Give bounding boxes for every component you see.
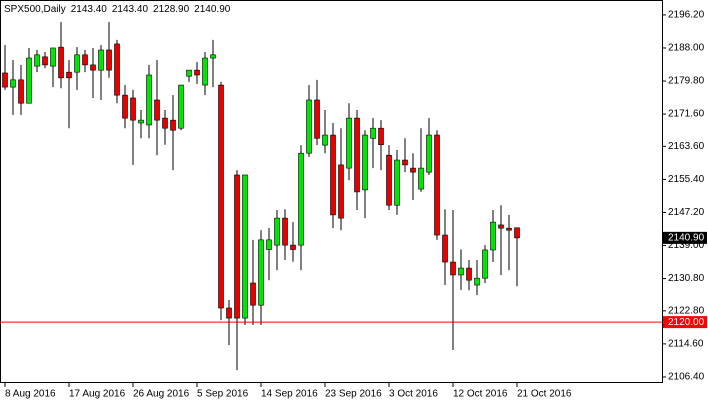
- x-tick-label: 3 Oct 2016: [389, 389, 438, 400]
- x-tick-label: 14 Sep 2016: [261, 389, 318, 400]
- candle-body: [202, 57, 208, 86]
- candle-body: [394, 159, 400, 206]
- candle-body: [162, 117, 168, 129]
- candle-body: [18, 79, 24, 104]
- candle-body: [506, 227, 512, 231]
- candle-body: [386, 154, 392, 206]
- candle-body: [186, 69, 192, 77]
- candle-body: [490, 221, 496, 251]
- candle-body: [34, 54, 40, 67]
- candle-body: [346, 117, 352, 169]
- header-value: 2143.40: [71, 4, 108, 15]
- x-tick-label: 8 Aug 2016: [5, 389, 56, 400]
- y-tick-label: 2130.80: [668, 273, 705, 284]
- candle-body: [466, 267, 472, 281]
- y-tick-label: 2188.00: [668, 43, 705, 54]
- candle-body: [498, 224, 504, 229]
- candle-body: [362, 134, 368, 191]
- candle-body: [90, 64, 96, 71]
- candle-body: [170, 119, 176, 131]
- y-tick-label: 2147.20: [668, 207, 705, 218]
- candle-body: [42, 56, 48, 66]
- candle-body: [122, 94, 128, 119]
- y-tick-label: 2139.00: [668, 240, 705, 251]
- x-tick-label: 23 Sep 2016: [325, 389, 382, 400]
- y-tick-label: 2122.80: [668, 305, 705, 316]
- candle-body: [410, 167, 416, 173]
- candle-body: [250, 282, 256, 306]
- candle-body: [482, 249, 488, 279]
- symbol: SPX500,Daily: [4, 4, 66, 15]
- price-line-label-bg: [663, 316, 707, 329]
- candle-body: [146, 74, 152, 126]
- header: SPX500,Daily 2143.40 2143.40 2128.90 2140.90: [4, 4, 231, 15]
- candle-body: [218, 84, 224, 309]
- candle-body: [378, 127, 384, 146]
- candle-body: [434, 134, 440, 236]
- candle-body: [26, 57, 32, 104]
- y-tick-label: 2196.20: [668, 10, 705, 21]
- x-tick-label: 12 Oct 2016: [453, 389, 508, 400]
- candle-body: [450, 261, 456, 276]
- candle-body: [426, 134, 432, 173]
- candle-body: [402, 159, 408, 166]
- candle-body: [314, 99, 320, 139]
- candle-body: [322, 134, 328, 146]
- candle-body: [458, 267, 464, 276]
- price-line-label: 2120.00: [668, 317, 705, 328]
- y-tick-label: 2114.60: [668, 339, 704, 350]
- header-value: 2128.90: [153, 4, 190, 15]
- candle-body: [210, 54, 216, 59]
- candle-body: [82, 54, 88, 66]
- candle-body: [194, 69, 200, 76]
- header-value: 2143.40: [112, 4, 149, 15]
- candle-body: [266, 239, 272, 250]
- x-tick-label: 21 Oct 2016: [517, 389, 572, 400]
- candle-body: [98, 49, 104, 71]
- candle-body: [258, 239, 264, 306]
- candle-body: [50, 47, 56, 67]
- y-tick-label: 2163.60: [668, 141, 705, 152]
- header-value: 2140.90: [194, 4, 231, 15]
- candle-body: [290, 244, 296, 250]
- candle-body: [226, 307, 232, 319]
- candle-body: [10, 79, 16, 88]
- x-tick-label: 26 Aug 2016: [133, 389, 190, 400]
- candle-body: [298, 152, 304, 246]
- candle-body: [154, 99, 160, 121]
- last-price-bg: [663, 231, 707, 244]
- candle-body: [66, 71, 72, 79]
- y-tick-label: 2179.80: [668, 76, 705, 87]
- x-tick-label: 17 Aug 2016: [69, 389, 126, 400]
- candle-body: [442, 234, 448, 263]
- candle-body: [2, 72, 8, 88]
- last-price-label: 2140.90: [668, 233, 705, 244]
- candle-body: [370, 127, 376, 139]
- y-tick-label: 2155.40: [668, 174, 705, 185]
- candle-body: [306, 99, 312, 154]
- candle-body: [58, 46, 64, 79]
- candle-body: [114, 43, 120, 96]
- candle-body: [178, 84, 184, 129]
- candle-body: [106, 49, 112, 71]
- candle-body: [354, 117, 360, 193]
- candle-body: [474, 277, 480, 286]
- candle-body: [234, 174, 240, 319]
- candle-body: [274, 217, 280, 246]
- candle-body: [330, 134, 336, 216]
- candles: [2, 22, 520, 371]
- x-tick-label: 5 Sep 2016: [197, 389, 249, 400]
- candle-body: [282, 217, 288, 246]
- candle-body: [74, 54, 80, 73]
- candle-body: [242, 174, 248, 319]
- y-tick-label: 2171.60: [668, 109, 705, 120]
- y-tick-label: 2106.40: [668, 372, 705, 383]
- candle-body: [138, 119, 144, 124]
- candle-body: [338, 164, 344, 219]
- candle-body: [130, 97, 136, 121]
- candle-body: [418, 167, 424, 190]
- candle-body: [514, 227, 520, 239]
